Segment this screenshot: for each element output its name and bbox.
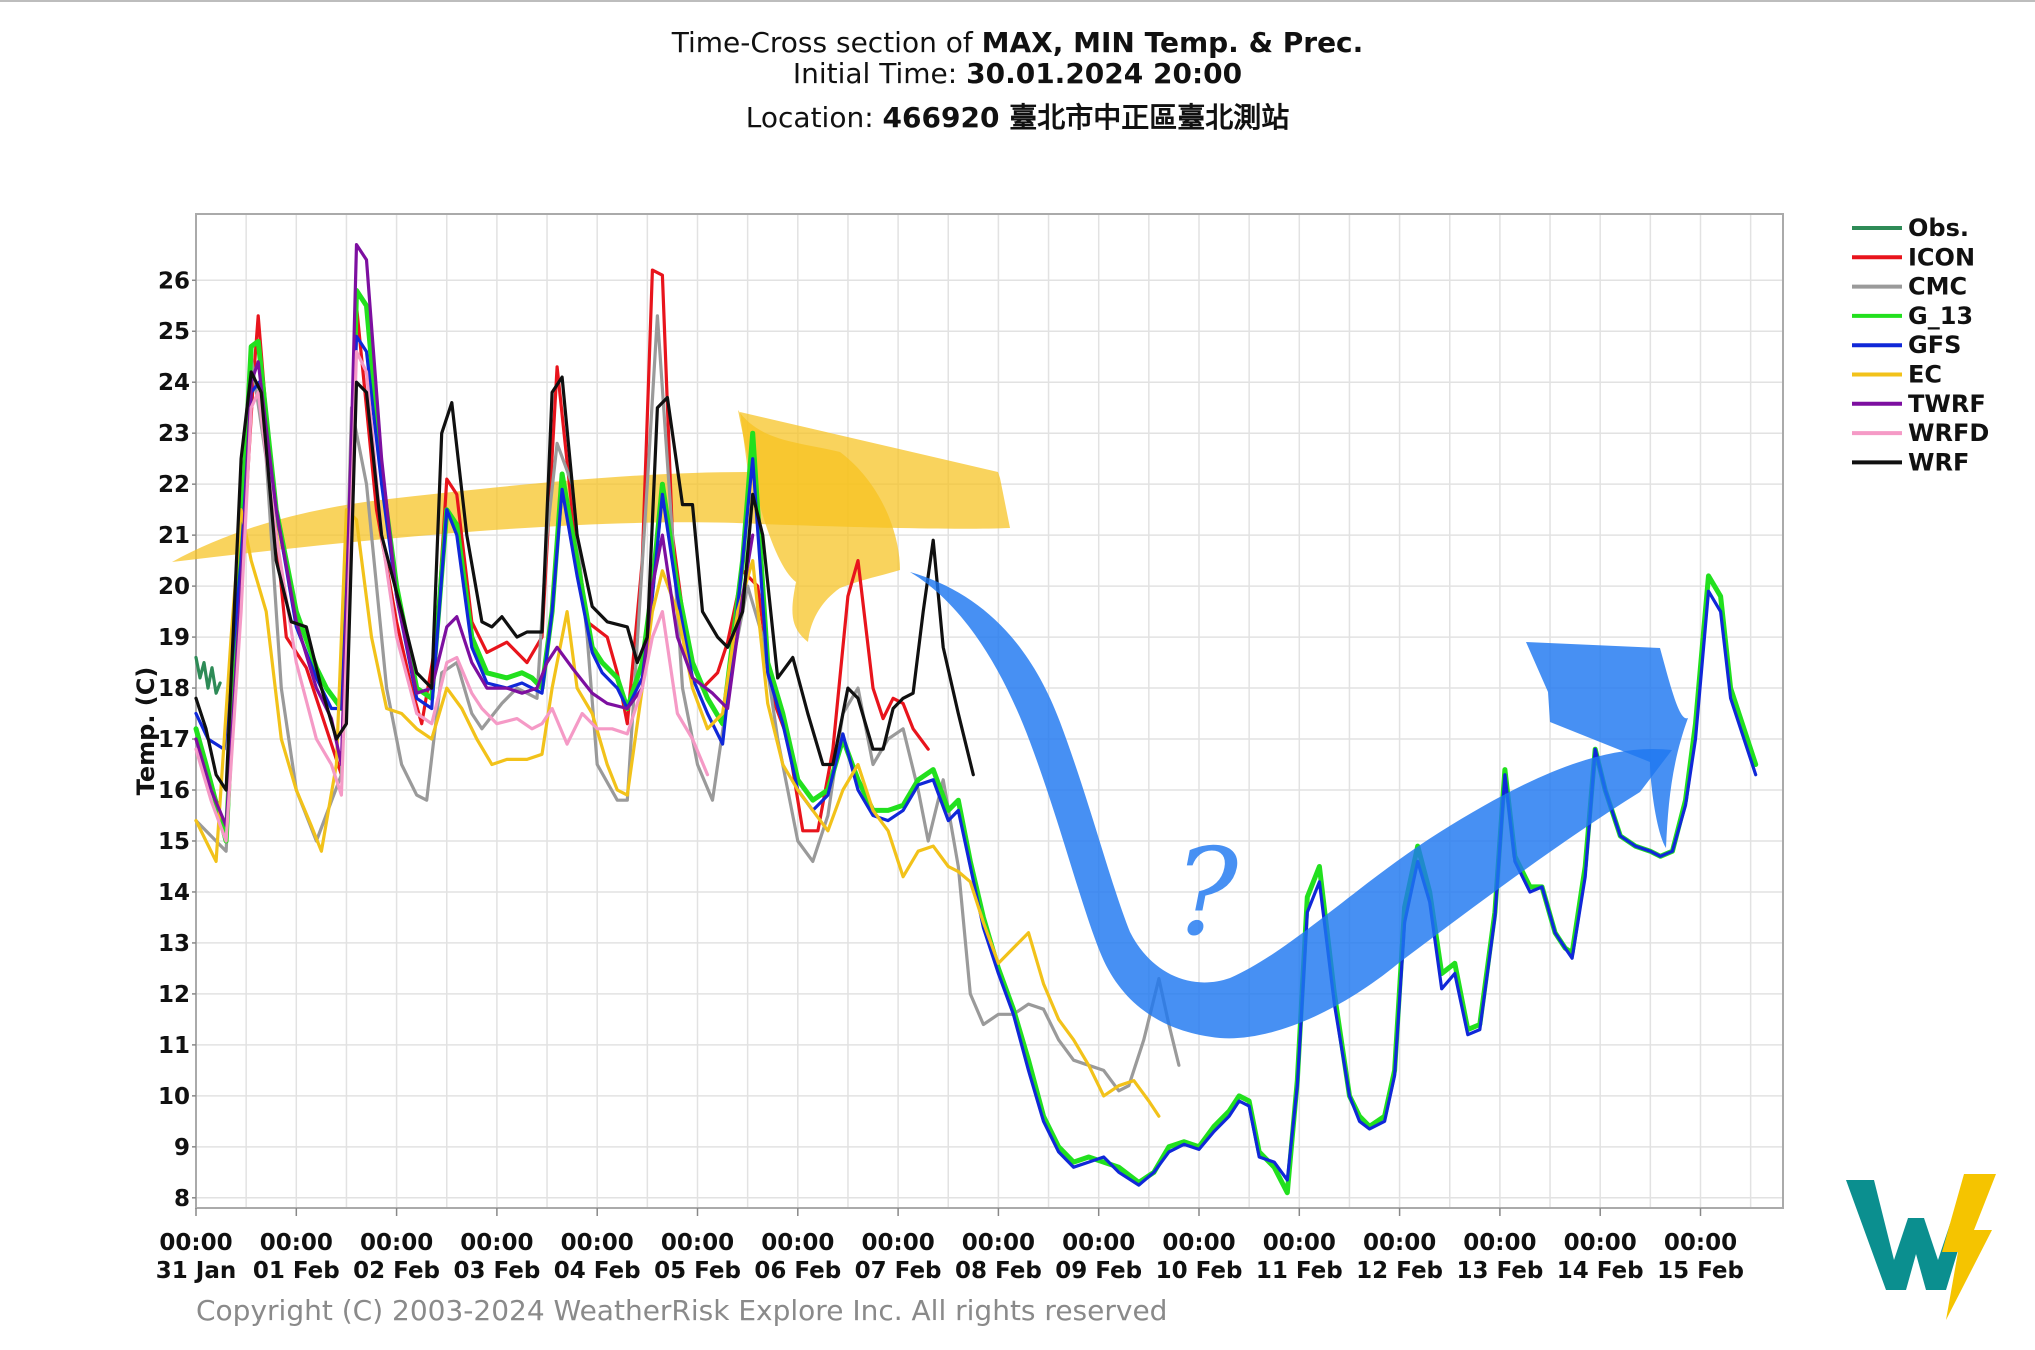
x-tick-time: 00:00 <box>761 1230 834 1256</box>
series-line-wrf <box>194 370 975 792</box>
x-tick-time: 00:00 <box>159 1230 232 1256</box>
x-tick-time: 00:00 <box>1664 1230 1737 1256</box>
logo-w-left <box>1846 1180 1966 1290</box>
series-line-g13 <box>193 288 1759 1196</box>
chart-title: Time-Cross section of MAX, MIN Temp. & P… <box>671 26 1364 59</box>
x-tick-date: 07 Feb <box>855 1258 942 1284</box>
legend-label: TWRF <box>1908 390 1986 418</box>
y-tick-label: 21 <box>158 523 190 549</box>
y-tick-label: 16 <box>158 778 190 804</box>
series-line-twrf <box>194 243 755 828</box>
legend-label: Obs. <box>1908 214 1969 242</box>
x-tick-date: 02 Feb <box>353 1258 440 1284</box>
blue-arrow-head <box>1526 642 1688 848</box>
y-tick-label: 19 <box>158 625 190 651</box>
x-tick-time: 00:00 <box>1162 1230 1235 1256</box>
x-tick-time: 00:00 <box>460 1230 533 1256</box>
x-tick-date: 10 Feb <box>1156 1258 1243 1284</box>
y-axis: 8 9 10 11 12 13 14 15 16 17 18 19 20 21 22 23 24 25 26 <box>158 268 196 1212</box>
legend-label: GFS <box>1908 331 1961 359</box>
y-tick-label: 25 <box>158 319 190 345</box>
x-tick-date: 08 Feb <box>955 1258 1042 1284</box>
y-tick-label: 12 <box>158 982 190 1008</box>
x-tick-time: 00:00 <box>1363 1230 1436 1256</box>
y-tick-label: 23 <box>158 421 190 447</box>
x-tick-date: 09 Feb <box>1055 1258 1142 1284</box>
y-tick-label: 14 <box>158 880 190 906</box>
chart-initial-time: Initial Time: 30.01.2024 20:00 <box>792 57 1243 90</box>
x-tick-time: 00:00 <box>661 1230 734 1256</box>
grid-lines <box>196 214 1783 1208</box>
x-tick-time: 00:00 <box>360 1230 433 1256</box>
x-tick-date: 14 Feb <box>1557 1258 1644 1284</box>
y-tick-label: 11 <box>158 1033 190 1059</box>
x-tick-date: 01 Feb <box>253 1258 340 1284</box>
y-tick-label: 10 <box>158 1084 190 1110</box>
x-tick-date: 11 Feb <box>1256 1258 1343 1284</box>
y-tick-label: 22 <box>158 472 190 498</box>
legend-label: EC <box>1908 361 1942 389</box>
annotation-layer-over: ? <box>910 572 1688 1039</box>
copyright-text: Copyright (C) 2003-2024 WeatherRisk Expl… <box>196 1294 1168 1327</box>
legend-label: CMC <box>1908 273 1967 301</box>
x-tick-time: 00:00 <box>1263 1230 1336 1256</box>
y-tick-label: 17 <box>158 727 190 753</box>
legend-label: ICON <box>1908 243 1975 271</box>
y-tick-label: 20 <box>158 574 190 600</box>
legend-label: WRF <box>1908 448 1969 476</box>
y-tick-label: 18 <box>158 676 190 702</box>
y-tick-label: 8 <box>174 1186 190 1212</box>
x-tick-date: 15 Feb <box>1657 1258 1744 1284</box>
series-line-obs <box>194 655 222 695</box>
question-mark-annotation: ? <box>1174 824 1239 963</box>
x-tick-date: 06 Feb <box>754 1258 841 1284</box>
series-line-wrfd <box>194 350 710 843</box>
series-line-cmc <box>194 314 1181 1093</box>
x-tick-time: 00:00 <box>1463 1230 1536 1256</box>
plot-frame <box>195 213 1784 1209</box>
blue-arrow-shaft <box>910 572 1672 1039</box>
y-tick-label: 9 <box>174 1135 190 1161</box>
x-tick-date: 04 Feb <box>554 1258 641 1284</box>
x-tick-date: 13 Feb <box>1456 1258 1543 1284</box>
y-axis-label: Temp. (C) <box>132 667 160 796</box>
x-tick-time: 00:00 <box>1062 1230 1135 1256</box>
x-tick-time: 00:00 <box>260 1230 333 1256</box>
y-tick-label: 13 <box>158 931 190 957</box>
x-tick-date: 31 Jan <box>156 1258 236 1284</box>
weatherrisk-logo <box>1846 1174 1996 1320</box>
x-tick-date: 03 Feb <box>453 1258 540 1284</box>
x-tick-time: 00:00 <box>561 1230 634 1256</box>
x-tick-time: 00:00 <box>861 1230 934 1256</box>
series-line-ec <box>194 508 1161 1118</box>
x-tick-date: 05 Feb <box>654 1258 741 1284</box>
legend-label: WRFD <box>1908 419 1989 447</box>
yellow-arrow-head <box>738 410 900 642</box>
legend-label: G_13 <box>1908 302 1973 330</box>
series-lines <box>193 243 1759 1196</box>
y-tick-label: 26 <box>158 268 190 294</box>
x-tick-date: 12 Feb <box>1356 1258 1443 1284</box>
chart-location: Location: 466920 臺北市中正區臺北測站 <box>745 101 1290 134</box>
logo-lightning-bolt <box>1942 1174 1996 1320</box>
x-tick-time: 00:00 <box>1564 1230 1637 1256</box>
x-tick-time: 00:00 <box>962 1230 1035 1256</box>
y-tick-label: 15 <box>158 829 190 855</box>
y-tick-label: 24 <box>158 370 190 396</box>
